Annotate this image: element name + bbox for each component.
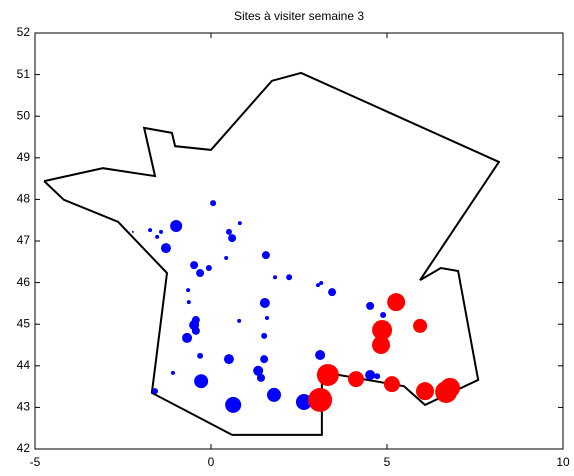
site-marker (182, 332, 193, 343)
site-marker (273, 275, 278, 280)
x-tick-label: 0 (208, 455, 215, 469)
site-marker (210, 200, 217, 207)
site-marker (374, 373, 381, 380)
site-marker (259, 297, 270, 308)
site-marker (383, 376, 400, 393)
site-marker (197, 352, 204, 359)
site-marker (316, 363, 339, 386)
site-marker (316, 283, 321, 288)
site-marker (196, 269, 205, 278)
chart-title: Sites à visiter semaine 3 (234, 9, 364, 23)
outline (43, 71, 501, 436)
site-marker (261, 332, 268, 339)
site-marker (328, 288, 337, 297)
y-tick-label: 45 (17, 316, 31, 330)
site-marker (170, 220, 183, 233)
site-marker (260, 355, 269, 364)
site-marker (191, 326, 200, 335)
site-marker (365, 369, 376, 380)
site-marker (295, 393, 312, 410)
site-marker (264, 315, 269, 320)
site-marker (261, 251, 270, 260)
y-tick-label: 47 (17, 233, 31, 247)
x-tick-label: -5 (30, 455, 41, 469)
site-marker (155, 234, 160, 239)
y-tick-label: 51 (17, 67, 31, 81)
site-marker (267, 387, 282, 402)
site-marker (256, 373, 265, 382)
site-marker (440, 377, 461, 398)
site-marker (190, 261, 199, 270)
x-tick-label: 5 (384, 455, 391, 469)
y-tick-label: 48 (17, 192, 31, 206)
site-marker (223, 354, 234, 365)
y-tick-label: 43 (17, 400, 31, 414)
site-marker (160, 243, 171, 254)
site-marker (152, 388, 159, 395)
site-marker (387, 293, 406, 312)
site-marker (148, 228, 153, 233)
y-tick-label: 42 (17, 441, 31, 455)
site-marker (348, 371, 365, 388)
site-marker (170, 370, 175, 375)
site-marker (224, 256, 229, 261)
site-marker (416, 382, 435, 401)
site-marker (186, 300, 191, 305)
plot-frame (34, 32, 564, 450)
site-marker (225, 228, 232, 235)
site-marker (205, 265, 212, 272)
site-marker (253, 365, 264, 376)
site-marker (308, 387, 333, 412)
site-marker (413, 318, 428, 333)
site-marker (372, 320, 393, 341)
y-tick-label: 52 (17, 25, 31, 39)
site-marker (380, 312, 387, 319)
site-marker (372, 336, 391, 354)
x-tick-label: 10 (556, 455, 570, 469)
site-marker (286, 274, 293, 281)
site-marker (228, 234, 237, 243)
y-tick-label: 46 (17, 275, 31, 289)
site-marker (131, 230, 134, 233)
site-marker (225, 396, 242, 413)
y-tick-label: 49 (17, 150, 31, 164)
site-marker (194, 374, 209, 389)
site-marker (159, 229, 164, 234)
site-marker (315, 349, 326, 360)
site-marker (237, 318, 242, 323)
site-marker (319, 281, 324, 286)
site-marker (186, 288, 191, 293)
site-marker (237, 221, 242, 226)
y-tick-label: 44 (17, 358, 31, 372)
y-tick-label: 50 (17, 108, 31, 122)
site-marker (366, 301, 375, 310)
